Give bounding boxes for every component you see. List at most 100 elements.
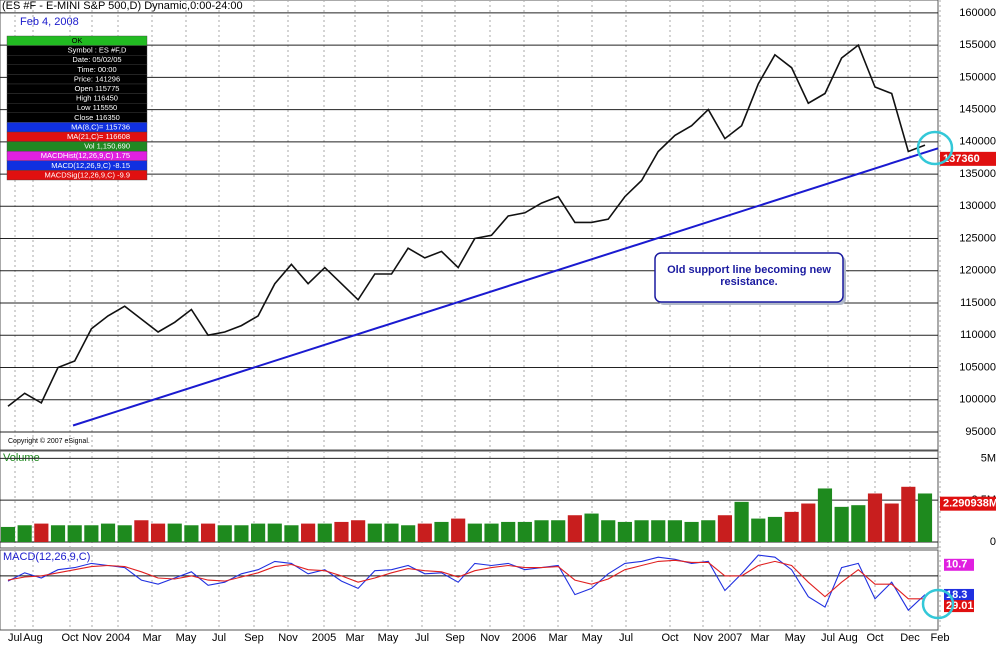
y-tick-label: 5M [981,452,996,464]
volume-bar [34,523,49,542]
panel-frame [0,450,939,549]
x-tick-label: Mar [346,632,365,644]
y-tick-label: 0 [990,536,996,548]
volume-bar [434,521,449,542]
volume-bar [284,525,299,542]
data-window-text: Price: 141296 [74,74,120,83]
value-tag [940,496,996,511]
volume-bar [84,525,99,542]
volume-bar [784,511,799,542]
x-tick-label: 2006 [512,632,536,644]
volume-bar [384,523,399,542]
y-tick-label: 100000 [959,394,996,406]
volume-bar [884,503,899,542]
y-tick-label: 125000 [959,232,996,244]
x-tick-label: May [582,632,603,644]
y-tick-label: 95000 [965,426,996,438]
volume-bar [801,503,816,542]
volume-bar [167,523,182,542]
y-tick-label: 120000 [959,265,996,277]
series-line [7,559,925,600]
x-tick-label: Jul [8,632,22,644]
volume-bar [0,526,16,542]
volume-bar [717,515,733,542]
data-window-text: Low 115550 [77,103,117,112]
volume-bar [701,520,716,542]
x-tick-label: Oct [61,632,78,644]
chart-title: (ES #F - E-MINI S&P 500,D) Dynamic,0:00-… [2,0,243,12]
volume-bar [184,525,199,542]
x-tick-label: Oct [661,632,678,644]
volume-bar [734,501,749,542]
x-tick-label: Jul [821,632,835,644]
data-window-text: MACDHist(12,26,9,C) 1.75 [41,151,130,160]
x-tick-label: Nov [693,632,713,644]
volume-bar [767,516,783,542]
y-tick-label: 155000 [959,39,996,51]
volume-bar [367,523,382,542]
x-tick-label: May [378,632,399,644]
volume-bar [567,515,582,542]
data-window-text: OK [72,36,83,45]
annotation-text: Old support line becoming new resistance… [667,264,831,288]
x-tick-label: Nov [82,632,102,644]
chart-date: Feb 4, 2008 [20,16,79,28]
y-tick-label: 105000 [959,361,996,373]
volume-bar [651,520,666,542]
volume-bar [251,523,266,542]
value-tag-label: 10.7 [946,559,967,571]
value-tag-label: 2.290938M [943,498,998,510]
volume-bar [234,525,249,542]
x-tick-label: Mar [143,632,162,644]
volume-bar [501,521,516,542]
x-tick-label: Nov [480,632,500,644]
y-tick-label: 145000 [959,104,996,116]
x-tick-label: 2005 [312,632,336,644]
x-tick-label: May [785,632,806,644]
volume-bar [134,520,149,542]
y-tick-label: 130000 [959,200,996,212]
volume-bar [484,523,499,542]
volume-bar [100,523,116,542]
highlight-circle [916,130,954,166]
x-tick-label: Dec [900,632,920,644]
volume-bar [684,521,699,542]
volume-bar [117,525,132,542]
x-tick-label: 2004 [106,632,130,644]
data-window-text: MA(8,C)= 115736 [71,122,130,131]
volume-bar [467,523,482,542]
panel-frame [0,0,939,451]
volume-bar [751,518,766,542]
volume-bar [667,520,682,542]
copyright: Copyright © 2007 eSignal. [8,437,90,445]
y-tick-label: 160000 [959,7,996,19]
y-tick-label: 110000 [960,329,996,341]
volume-bar [817,488,833,542]
x-tick-label: Oct [866,632,883,644]
value-tag [940,151,996,166]
volume-bar [217,525,232,542]
volume-bar [150,523,166,542]
volume-bar [601,520,616,542]
x-tick-label: Sep [244,632,264,644]
annotation-box [654,252,844,303]
volume-bar [301,523,316,542]
y-tick-label: 115000 [960,297,996,309]
trend-line [72,147,939,427]
volume-bar [851,505,866,542]
data-window-text: Time: 00:00 [77,65,116,74]
volume-bar [200,523,216,542]
x-tick-label: Mar [549,632,568,644]
data-window-text: Symbol : ES #F,D [68,46,127,55]
data-window-text: Date: 05/02/05 [72,55,121,64]
x-tick-label: Feb [931,632,950,644]
x-tick-label: Aug [23,632,43,644]
data-window-text: MACDSig(12,26,9,C) -9.9 [45,170,130,179]
x-tick-label: Mar [751,632,770,644]
series-line [7,43,926,407]
x-tick-label: Sep [445,632,465,644]
volume-bar [617,521,632,542]
volume-bar [901,486,916,542]
x-tick-label: 2007 [718,632,742,644]
